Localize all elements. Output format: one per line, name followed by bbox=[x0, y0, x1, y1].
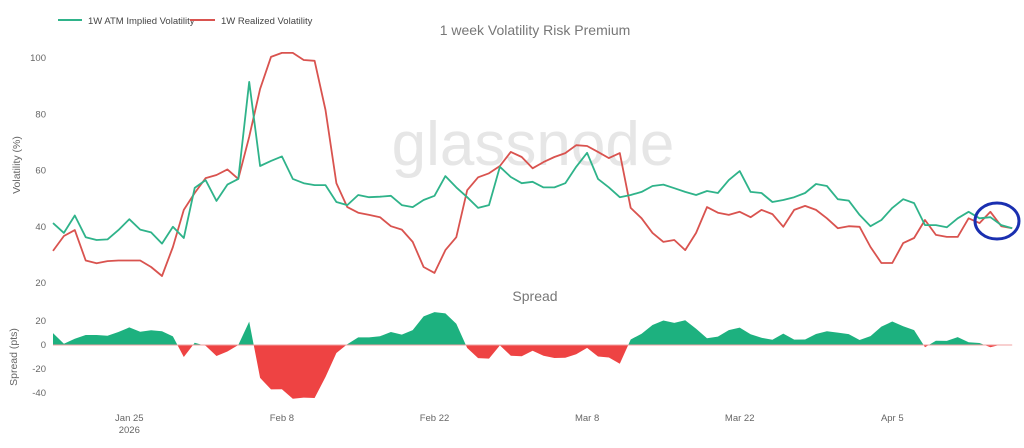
x-tick-label: Feb 22 bbox=[420, 413, 450, 424]
spread-y-ticks: 20 0 -20 -40 bbox=[32, 316, 46, 399]
implied-volatility-line bbox=[52, 81, 1013, 245]
y-axis-label-volatility: Volatility (%) bbox=[11, 136, 23, 194]
realized-volatility-line bbox=[52, 52, 1013, 277]
spread-area bbox=[53, 312, 1013, 399]
legend-label-realized[interactable]: 1W Realized Volatility bbox=[221, 16, 313, 27]
x-tick-label: Jan 25 bbox=[115, 413, 144, 424]
highlight-circle-annotation bbox=[973, 201, 1021, 241]
spread-positive-area bbox=[53, 312, 1013, 345]
x-tick-label: Feb 8 bbox=[270, 413, 294, 424]
chart-title: 1 week Volatility Risk Premium bbox=[440, 22, 631, 38]
legend-label-implied[interactable]: 1W ATM Implied Volatility bbox=[88, 16, 195, 27]
y-tick-label: 80 bbox=[35, 109, 46, 120]
spread-y-tick-label: 0 bbox=[41, 340, 46, 351]
spread-y-tick-label: -20 bbox=[32, 364, 46, 375]
spread-y-tick-label: 20 bbox=[35, 316, 46, 327]
x-tick-label: Mar 22 bbox=[725, 413, 755, 424]
y-tick-label: 20 bbox=[35, 278, 46, 289]
spread-y-tick-label: -40 bbox=[32, 388, 46, 399]
x-tick-year-label: 2026 bbox=[119, 425, 140, 436]
main-y-ticks: 20 40 60 80 100 bbox=[30, 53, 46, 289]
x-tick-label: Apr 5 bbox=[881, 413, 904, 424]
spread-negative-area bbox=[53, 345, 1013, 399]
spread-title: Spread bbox=[512, 288, 557, 304]
x-tick-label: Mar 8 bbox=[575, 413, 599, 424]
y-axis-label-spread: Spread (pts) bbox=[8, 328, 20, 386]
y-tick-label: 60 bbox=[35, 166, 46, 177]
volatility-lines bbox=[52, 52, 1013, 277]
y-tick-label: 40 bbox=[35, 222, 46, 233]
y-tick-label: 100 bbox=[30, 53, 46, 64]
legend[interactable]: 1W ATM Implied Volatility 1W Realized Vo… bbox=[58, 16, 313, 27]
